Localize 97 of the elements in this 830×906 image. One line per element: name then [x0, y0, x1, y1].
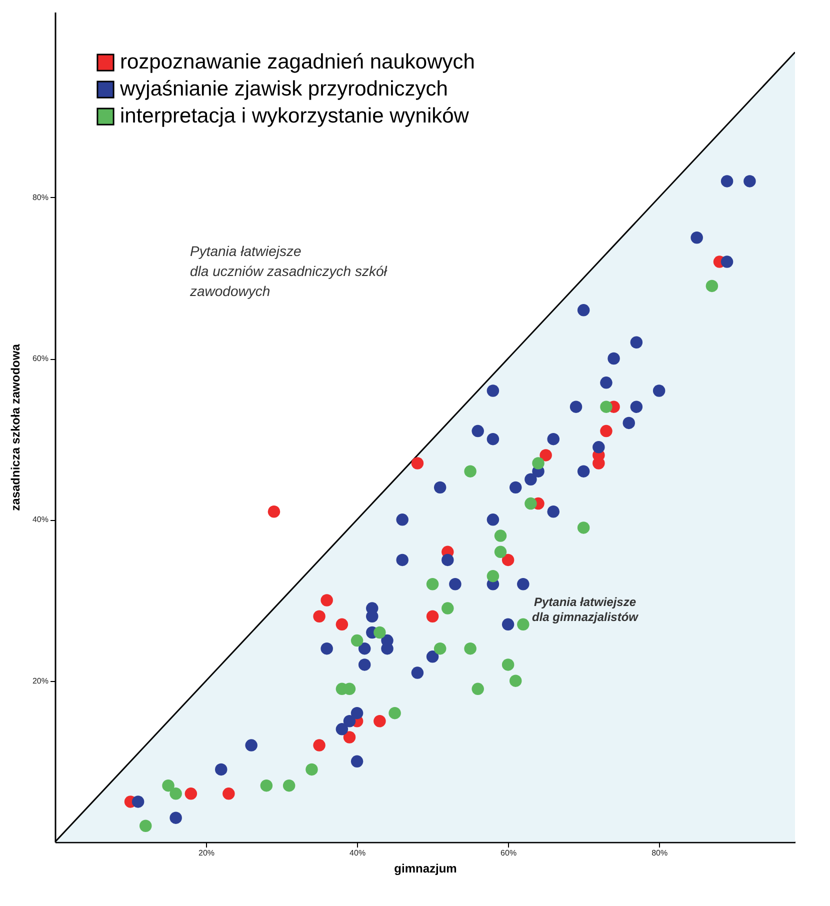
- point: [494, 530, 507, 542]
- point: [706, 280, 718, 292]
- x-tick-label: 20%: [198, 848, 215, 858]
- point: [517, 578, 530, 590]
- point: [570, 400, 582, 413]
- point: [592, 441, 605, 454]
- y-tick-label: 40%: [32, 515, 48, 524]
- point: [336, 723, 348, 736]
- point: [486, 570, 500, 582]
- point: [306, 763, 318, 776]
- point: [358, 658, 371, 671]
- x-axis-title: gimnazjum: [394, 862, 457, 876]
- point: [320, 642, 333, 655]
- point: [343, 731, 356, 744]
- x-tick-label: 60%: [500, 848, 517, 858]
- point: [350, 755, 364, 768]
- point: [313, 610, 326, 622]
- point: [260, 779, 273, 792]
- point: [577, 304, 590, 316]
- point: [486, 514, 500, 526]
- point: [600, 376, 612, 389]
- point: [608, 352, 620, 365]
- y-axis-title: zasadnicza szkoła zawodowa: [8, 344, 22, 511]
- point: [744, 175, 756, 188]
- point: [524, 497, 537, 510]
- annotation: Pytania łatwiejsze dla gimnazjalistów: [532, 595, 639, 624]
- point: [502, 618, 514, 631]
- y-tick-label: 60%: [32, 354, 48, 364]
- point: [509, 674, 522, 687]
- point: [540, 449, 552, 462]
- point: [547, 432, 560, 446]
- point: [472, 682, 484, 696]
- point: [358, 642, 371, 655]
- point: [600, 400, 612, 413]
- legend-label: rozpoznawanie zagadnień naukowych: [120, 50, 475, 74]
- x-tick-label: 80%: [652, 848, 668, 858]
- point: [486, 432, 500, 446]
- point: [426, 578, 439, 590]
- point: [215, 763, 228, 776]
- point: [320, 594, 333, 606]
- point: [547, 506, 560, 518]
- point: [509, 481, 522, 494]
- point: [600, 424, 612, 438]
- point: [336, 618, 348, 631]
- point: [245, 739, 258, 752]
- point: [532, 457, 544, 470]
- point: [426, 650, 439, 663]
- point: [132, 796, 144, 808]
- point: [374, 715, 386, 728]
- legend-label: wyjaśnianie zjawisk przyrodniczych: [119, 78, 448, 100]
- point: [502, 554, 514, 566]
- point: [268, 506, 280, 518]
- point: [577, 522, 590, 534]
- point: [517, 618, 530, 631]
- point: [162, 779, 174, 792]
- point: [350, 634, 364, 647]
- point: [411, 457, 424, 470]
- point: [350, 706, 364, 720]
- point: [720, 175, 734, 188]
- point: [388, 706, 401, 720]
- legend-label: interpretacja i wykorzystanie wyników: [120, 104, 470, 128]
- point: [434, 642, 446, 655]
- annotation: Pytania łatwiejsze dla uczniów zasadniczych szkół zawodowych: [189, 243, 388, 299]
- y-tick-label: 80%: [32, 192, 48, 202]
- point: [396, 554, 408, 566]
- point: [630, 400, 643, 413]
- point: [170, 812, 182, 824]
- point: [442, 602, 454, 614]
- point: [426, 610, 439, 622]
- point: [170, 788, 182, 800]
- point: [630, 336, 643, 348]
- point: [222, 788, 235, 800]
- point: [396, 514, 408, 526]
- point: [652, 384, 666, 397]
- point: [486, 384, 500, 397]
- point: [442, 554, 454, 566]
- point: [139, 820, 152, 832]
- x-tick-label: 40%: [350, 848, 366, 858]
- point: [313, 739, 326, 752]
- point: [449, 578, 462, 590]
- point: [472, 424, 484, 438]
- point: [720, 256, 734, 268]
- point: [494, 546, 507, 558]
- point: [374, 626, 386, 639]
- point: [622, 416, 635, 430]
- point: [464, 465, 476, 478]
- point: [282, 779, 296, 792]
- point: [577, 465, 590, 478]
- point: [690, 232, 703, 244]
- y-tick-label: 20%: [32, 676, 48, 686]
- point: [434, 481, 446, 494]
- point: [502, 658, 514, 671]
- point: [343, 715, 356, 728]
- point: [524, 473, 537, 486]
- point: [184, 788, 198, 800]
- point: [411, 666, 424, 679]
- point: [464, 642, 476, 655]
